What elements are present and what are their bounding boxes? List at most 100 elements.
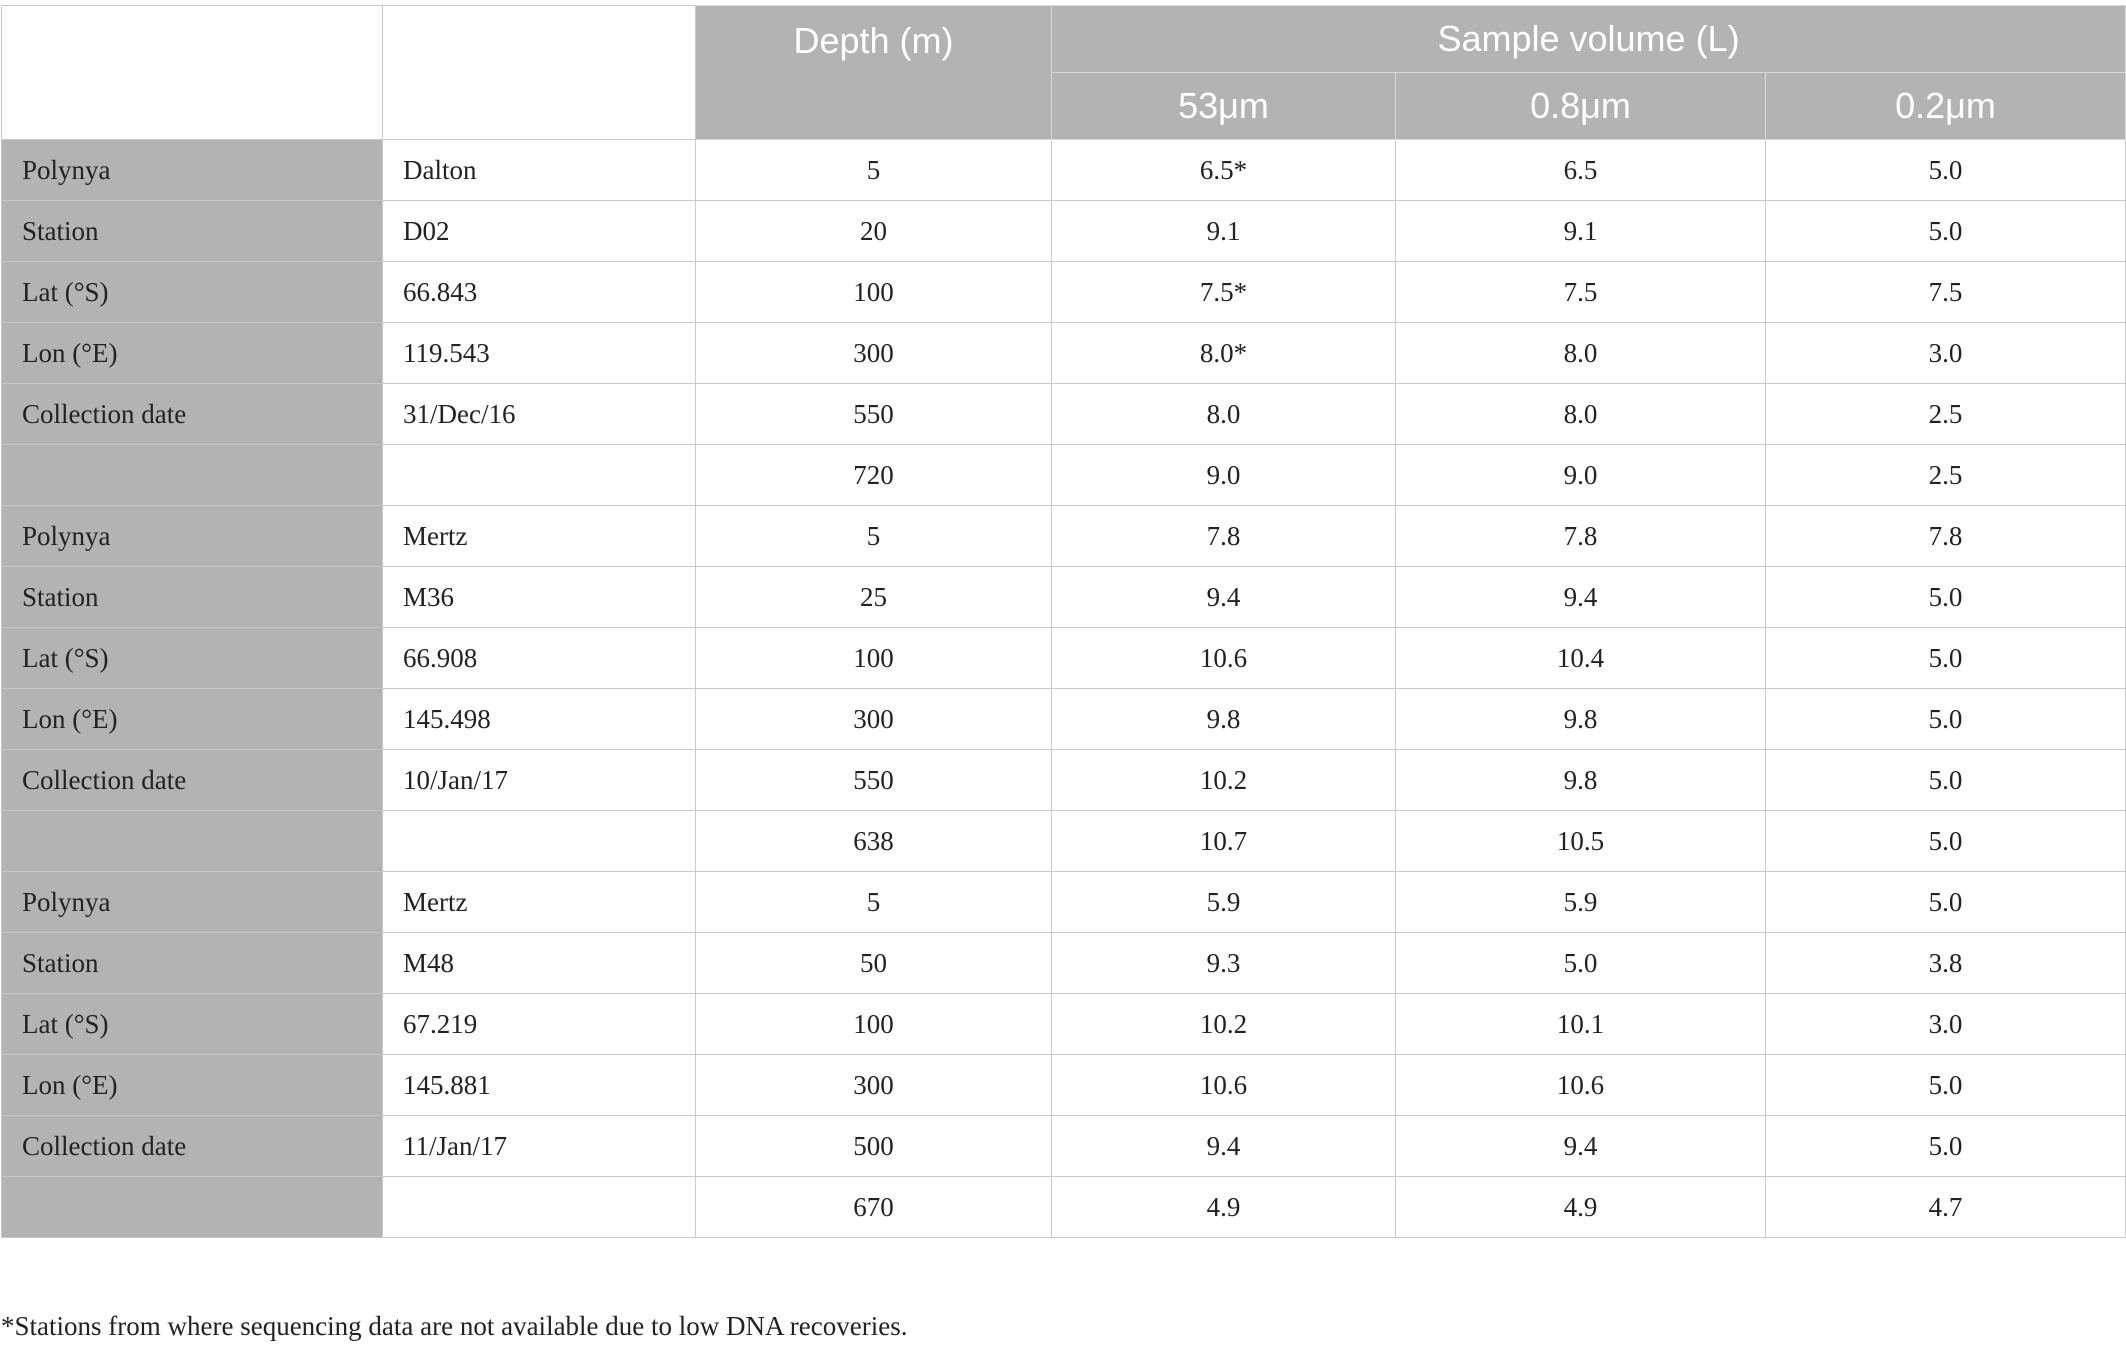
row-meta-cell: M48: [382, 932, 696, 994]
volume-53um-cell: 4.9: [1051, 1176, 1396, 1238]
table-header: Depth (m) Sample volume (L) 53μm 0.8μm 0…: [1, 5, 2126, 140]
volume-02um-cell: 3.0: [1764, 322, 2126, 384]
volume-08um-cell: 5.9: [1395, 871, 1766, 933]
volume-08um-cell: 8.0: [1395, 322, 1766, 384]
volume-53um-cell: 9.4: [1051, 566, 1396, 628]
row-meta-cell: 66.843: [382, 261, 696, 323]
row-label-cell: Lon (°E): [1, 1054, 383, 1116]
depth-cell: 5: [695, 871, 1052, 933]
table-row: Collection date 31/Dec/16 550 8.0 8.0 2.5: [1, 383, 2126, 445]
row-label-cell: Lon (°E): [1, 322, 383, 384]
row-meta-cell: 67.219: [382, 993, 696, 1055]
row-meta-cell: Dalton: [382, 139, 696, 201]
row-meta-cell: 66.908: [382, 627, 696, 689]
depth-cell: 300: [695, 688, 1052, 750]
volume-02um-cell: 4.7: [1764, 1176, 2126, 1238]
depth-cell: 550: [695, 383, 1052, 445]
table-row: Lat (°S) 66.908 100 10.6 10.4 5.0: [1, 627, 2126, 689]
table-row: Lat (°S) 67.219 100 10.2 10.1 3.0: [1, 993, 2126, 1055]
row-label-cell: Collection date: [1, 1115, 383, 1177]
volume-53um-cell: 10.6: [1051, 627, 1396, 689]
row-meta-cell: 119.543: [382, 322, 696, 384]
row-label-cell: Lat (°S): [1, 261, 383, 323]
row-meta-cell: Mertz: [382, 505, 696, 567]
depth-cell: 50: [695, 932, 1052, 994]
volume-02um-cell: 5.0: [1764, 871, 2126, 933]
volume-53um-cell: 7.5*: [1051, 261, 1396, 323]
table-body: Polynya Dalton 5 6.5* 6.5 5.0 Station D02 20 9.1 9…: [1, 139, 2126, 1238]
depth-cell: 550: [695, 749, 1052, 811]
size-53um-header: 53μm: [1051, 72, 1396, 140]
depth-cell: 5: [695, 505, 1052, 567]
depth-cell: 25: [695, 566, 1052, 628]
volume-53um-cell: 10.7: [1051, 810, 1396, 872]
table-row: Polynya Mertz 5 7.8 7.8 7.8: [1, 505, 2126, 567]
row-label-cell: Polynya: [1, 505, 383, 567]
volume-53um-cell: 9.4: [1051, 1115, 1396, 1177]
volume-08um-cell: 4.9: [1395, 1176, 1766, 1238]
table-footnote: *Stations from where sequencing data are…: [1, 1311, 908, 1341]
row-label-cell: Collection date: [1, 749, 383, 811]
header-row-1: Depth (m) Sample volume (L): [1, 5, 2126, 140]
row-label-cell: Polynya: [1, 871, 383, 933]
volume-08um-cell: 6.5: [1395, 139, 1766, 201]
row-label-cell: Polynya: [1, 139, 383, 201]
row-meta-cell: 11/Jan/17: [382, 1115, 696, 1177]
volume-08um-cell: 9.1: [1395, 200, 1766, 262]
depth-cell: 720: [695, 444, 1052, 506]
depth-cell: 100: [695, 261, 1052, 323]
row-meta-cell: [382, 810, 696, 872]
row-label-cell: Lat (°S): [1, 993, 383, 1055]
header-blank-cell-2: [382, 5, 696, 140]
table-row: Lat (°S) 66.843 100 7.5* 7.5 7.5: [1, 261, 2126, 323]
row-meta-cell: 31/Dec/16: [382, 383, 696, 445]
volume-53um-cell: 6.5*: [1051, 139, 1396, 201]
volume-53um-cell: 10.2: [1051, 749, 1396, 811]
table-row: Lon (°E) 145.498 300 9.8 9.8 5.0: [1, 688, 2126, 750]
volume-53um-cell: 9.0: [1051, 444, 1396, 506]
volume-02um-cell: 5.0: [1764, 749, 2126, 811]
volume-02um-cell: 7.8: [1764, 505, 2126, 567]
row-meta-cell: 10/Jan/17: [382, 749, 696, 811]
volume-02um-cell: 5.0: [1764, 139, 2126, 201]
depth-cell: 638: [695, 810, 1052, 872]
table-row: Lon (°E) 119.543 300 8.0* 8.0 3.0: [1, 322, 2126, 384]
volume-08um-cell: 9.4: [1395, 1115, 1766, 1177]
volume-08um-cell: 5.0: [1395, 932, 1766, 994]
table-row: Polynya Dalton 5 6.5* 6.5 5.0: [1, 139, 2126, 201]
header-row-2: 53μm 0.8μm 0.2μm: [2, 72, 2126, 140]
volume-02um-cell: 3.8: [1764, 932, 2126, 994]
depth-cell: 5: [695, 139, 1052, 201]
volume-53um-cell: 9.8: [1051, 688, 1396, 750]
volume-02um-cell: 5.0: [1764, 1054, 2126, 1116]
volume-53um-cell: 7.8: [1051, 505, 1396, 567]
volume-53um-cell: 10.2: [1051, 993, 1396, 1055]
table-container: Depth (m) Sample volume (L) 53μm 0.8μm 0…: [1, 5, 2126, 1238]
row-meta-cell: Mertz: [382, 871, 696, 933]
table-row: 720 9.0 9.0 2.5: [1, 444, 2126, 506]
depth-cell: 500: [695, 1115, 1052, 1177]
table-row: 638 10.7 10.5 5.0: [1, 810, 2126, 872]
table-row: Lon (°E) 145.881 300 10.6 10.6 5.0: [1, 1054, 2126, 1116]
header-blank-cell-1: [1, 5, 383, 140]
table-row: Station M48 50 9.3 5.0 3.8: [1, 932, 2126, 994]
volume-08um-cell: 10.6: [1395, 1054, 1766, 1116]
row-meta-cell: [382, 1176, 696, 1238]
volume-53um-cell: 10.6: [1051, 1054, 1396, 1116]
volume-02um-cell: 5.0: [1764, 1115, 2126, 1177]
volume-08um-cell: 9.8: [1395, 749, 1766, 811]
volume-08um-cell: 9.8: [1395, 688, 1766, 750]
row-label-cell: Station: [1, 932, 383, 994]
volume-08um-cell: 10.5: [1395, 810, 1766, 872]
depth-cell: 100: [695, 993, 1052, 1055]
volume-02um-cell: 5.0: [1764, 688, 2126, 750]
volume-53um-cell: 9.1: [1051, 200, 1396, 262]
depth-column-header: Depth (m): [695, 5, 1052, 140]
volume-02um-cell: 2.5: [1764, 444, 2126, 506]
volume-02um-cell: 5.0: [1764, 627, 2126, 689]
volume-02um-cell: 5.0: [1764, 810, 2126, 872]
volume-53um-cell: 9.3: [1051, 932, 1396, 994]
table-row: Collection date 10/Jan/17 550 10.2 9.8 5.0: [1, 749, 2126, 811]
volume-02um-cell: 5.0: [1764, 200, 2126, 262]
row-label-cell: [1, 810, 383, 872]
